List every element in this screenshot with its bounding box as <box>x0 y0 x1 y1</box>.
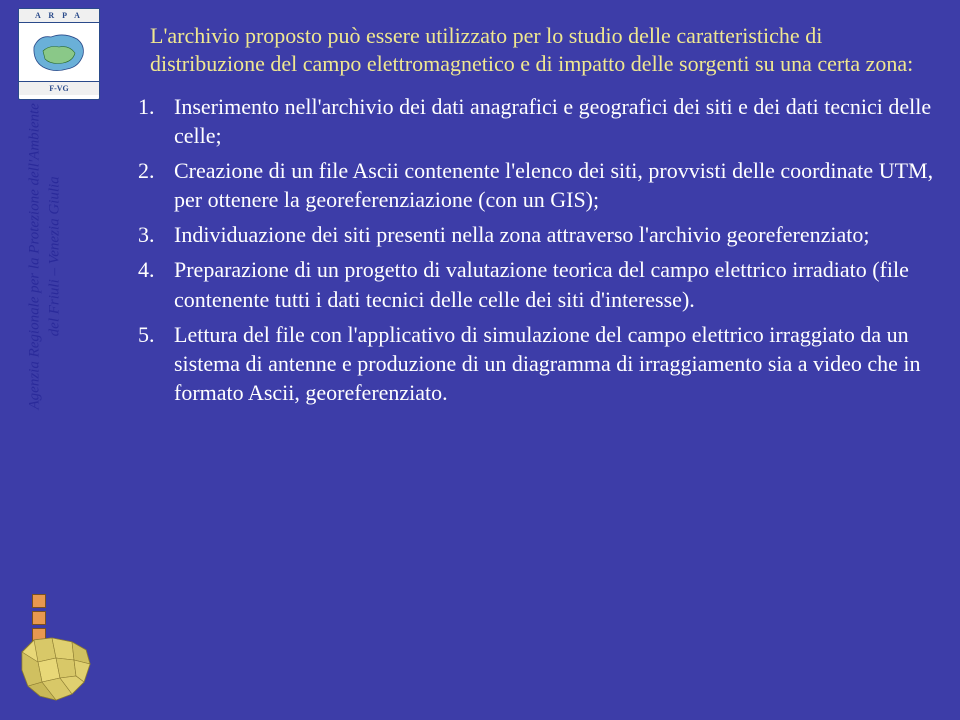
sidebar-agency-text: Agenzia Regionale per la Protezione dell… <box>26 103 65 409</box>
logo-header: A R P A <box>19 9 99 23</box>
logo-footer: F-VG <box>19 81 99 95</box>
intro-paragraph: L'archivio proposto può essere utilizzat… <box>130 22 935 78</box>
logo-map-icon <box>29 27 89 77</box>
list-item: Preparazione di un progetto di valutazio… <box>130 255 935 313</box>
decor-square-icon <box>32 594 46 608</box>
list-item-text: Lettura del file con l'applicativo di si… <box>174 322 921 405</box>
sidebar-line1: Agenzia Regionale per la Protezione dell… <box>27 103 43 409</box>
list-item-text: Creazione di un file Ascii contenente l'… <box>174 158 933 212</box>
list-item: Lettura del file con l'applicativo di si… <box>130 320 935 407</box>
list-item: Individuazione dei siti presenti nella z… <box>130 220 935 249</box>
list-item-text: Preparazione di un progetto di valutazio… <box>174 257 909 311</box>
decor-square-icon <box>32 611 46 625</box>
list-item-text: Inserimento nell'archivio dei dati anagr… <box>174 94 931 148</box>
list-item: Creazione di un file Ascii contenente l'… <box>130 156 935 214</box>
list-item: Inserimento nell'archivio dei dati anagr… <box>130 92 935 150</box>
arpa-logo: A R P A F-VG <box>18 8 100 100</box>
sidebar-line2: del Friuli – Venezia Giulia <box>46 176 62 336</box>
list-item-text: Individuazione dei siti presenti nella z… <box>174 222 869 247</box>
slide-content: L'archivio proposto può essere utilizzat… <box>130 22 935 413</box>
numbered-list: Inserimento nell'archivio dei dati anagr… <box>130 92 935 406</box>
region-map-icon <box>14 634 96 706</box>
